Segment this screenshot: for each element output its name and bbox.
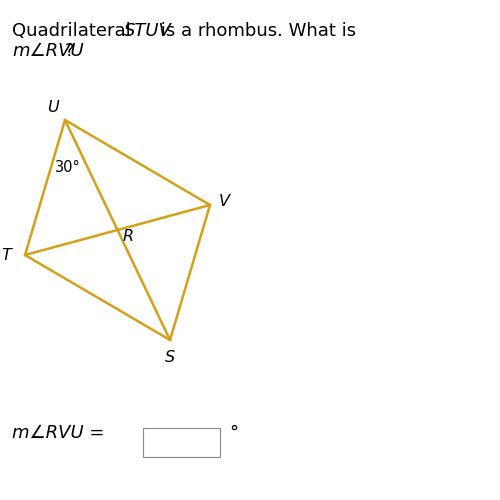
Text: is a rhombus. What is: is a rhombus. What is [154, 22, 356, 40]
Text: 30°: 30° [54, 160, 80, 175]
Text: R: R [123, 229, 134, 244]
Text: Quadrilateral: Quadrilateral [12, 22, 137, 40]
Text: m∠RVU: m∠RVU [12, 42, 84, 60]
Text: S: S [165, 350, 175, 365]
Text: °: ° [229, 424, 238, 442]
Text: U: U [46, 100, 58, 115]
FancyBboxPatch shape [142, 428, 220, 456]
Text: m∠RVU =: m∠RVU = [12, 424, 105, 442]
Text: ?: ? [65, 42, 74, 60]
Text: V: V [218, 194, 230, 208]
Text: T: T [1, 248, 11, 262]
Text: STUV: STUV [124, 22, 172, 40]
